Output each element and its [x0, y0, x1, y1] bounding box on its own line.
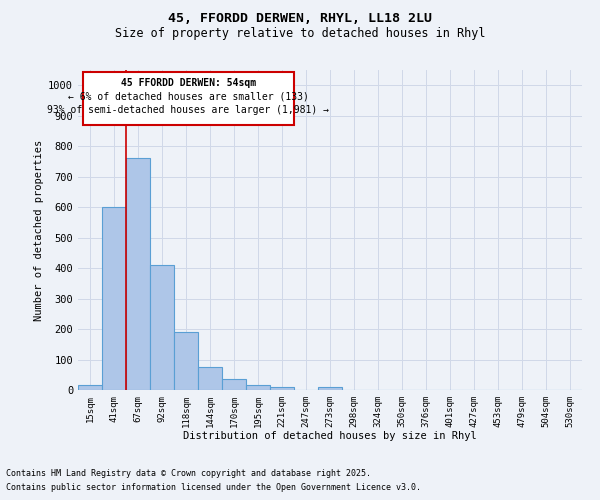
Text: ← 6% of detached houses are smaller (133): ← 6% of detached houses are smaller (133… [68, 92, 309, 102]
Bar [318, 387, 342, 390]
Bar [150, 265, 174, 390]
X-axis label: Distribution of detached houses by size in Rhyl: Distribution of detached houses by size … [183, 432, 477, 442]
Bar [126, 158, 150, 390]
FancyBboxPatch shape [83, 72, 294, 125]
Y-axis label: Number of detached properties: Number of detached properties [34, 140, 44, 320]
Bar [222, 380, 246, 390]
Text: 45 FFORDD DERWEN: 54sqm: 45 FFORDD DERWEN: 54sqm [121, 78, 256, 88]
Bar [174, 332, 198, 390]
Bar [246, 386, 270, 390]
Text: Contains HM Land Registry data © Crown copyright and database right 2025.: Contains HM Land Registry data © Crown c… [6, 468, 371, 477]
Bar [198, 367, 222, 390]
Bar [270, 387, 294, 390]
Text: Contains public sector information licensed under the Open Government Licence v3: Contains public sector information licen… [6, 484, 421, 492]
Bar [78, 386, 102, 390]
Text: 45, FFORDD DERWEN, RHYL, LL18 2LU: 45, FFORDD DERWEN, RHYL, LL18 2LU [168, 12, 432, 26]
Text: Size of property relative to detached houses in Rhyl: Size of property relative to detached ho… [115, 28, 485, 40]
Text: 93% of semi-detached houses are larger (1,981) →: 93% of semi-detached houses are larger (… [47, 105, 329, 115]
Bar [102, 207, 126, 390]
